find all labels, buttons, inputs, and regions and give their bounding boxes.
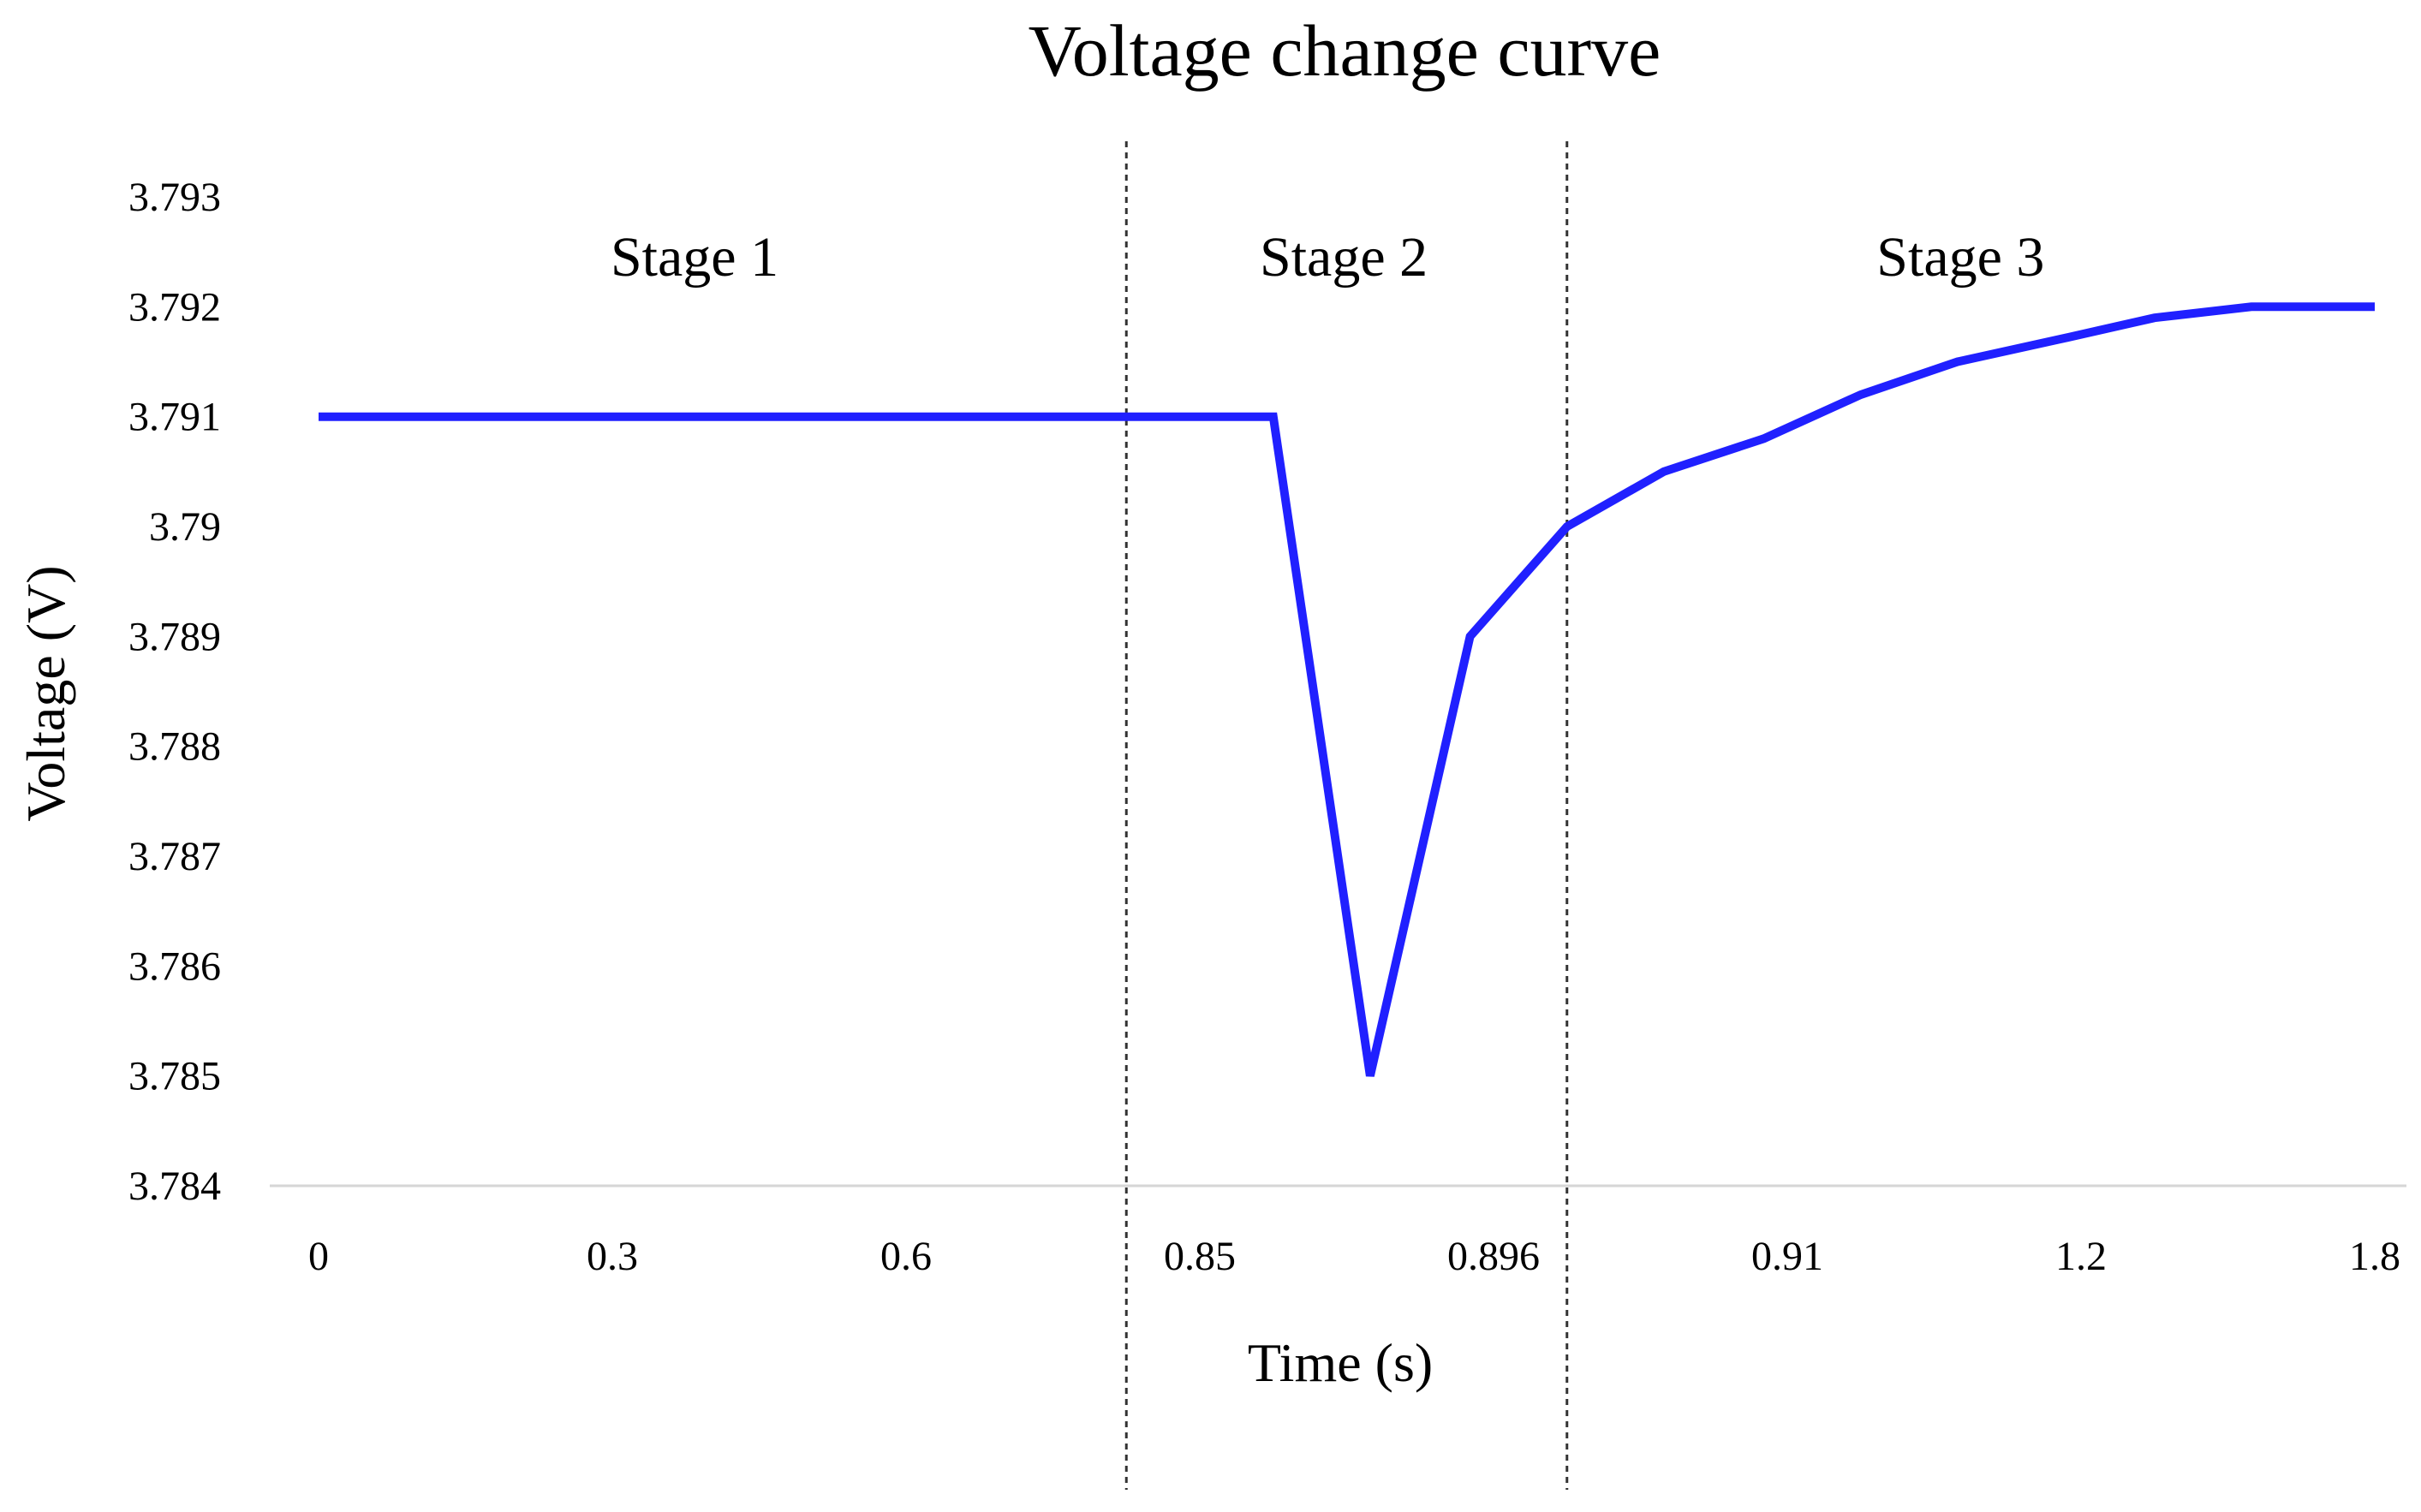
stage-dividers xyxy=(1124,141,1569,1490)
y-axis-label: Voltage (V) xyxy=(15,565,76,821)
y-tick-label: 3.786 xyxy=(128,944,221,989)
stage-labels: Stage 1 Stage 2 Stage 3 xyxy=(611,226,2044,289)
x-tick-label: 0.896 xyxy=(1447,1234,1540,1279)
x-axis-ticks: 0 0.3 0.6 0.85 0.896 0.91 1.2 1.8 xyxy=(308,1234,2400,1279)
series-group xyxy=(319,302,2375,1077)
y-tick-label: 3.785 xyxy=(128,1054,221,1099)
chart-title: Voltage change curve xyxy=(1029,9,1661,92)
y-tick-label: 3.793 xyxy=(128,175,221,220)
stage-label: Stage 3 xyxy=(1876,226,2044,289)
x-tick-label: 0 xyxy=(308,1234,329,1279)
x-tick-label: 1.8 xyxy=(2349,1234,2400,1279)
x-tick-label: 0.85 xyxy=(1164,1234,1236,1279)
y-tick-label: 3.788 xyxy=(128,724,221,770)
x-tick-label: 1.2 xyxy=(2055,1234,2107,1279)
x-tick-label: 0.6 xyxy=(880,1234,932,1279)
y-tick-label: 3.791 xyxy=(128,395,221,440)
y-tick-label: 3.789 xyxy=(128,614,221,659)
y-tick-label: 3.792 xyxy=(128,284,221,330)
series-line xyxy=(319,302,2375,1077)
y-tick-label: 3.79 xyxy=(149,504,221,550)
x-tick-label: 0.3 xyxy=(587,1234,638,1279)
y-axis-ticks: 3.784 3.785 3.786 3.787 3.788 3.789 3.79 3.791 3… xyxy=(128,175,221,1209)
x-tick-label: 0.91 xyxy=(1751,1234,1823,1279)
stage-label: Stage 2 xyxy=(1260,226,1428,289)
y-tick-label: 3.787 xyxy=(128,834,221,879)
stage-label: Stage 1 xyxy=(611,226,778,289)
x-axis-label: Time (s) xyxy=(1248,1332,1433,1393)
y-tick-label: 3.784 xyxy=(128,1164,221,1209)
